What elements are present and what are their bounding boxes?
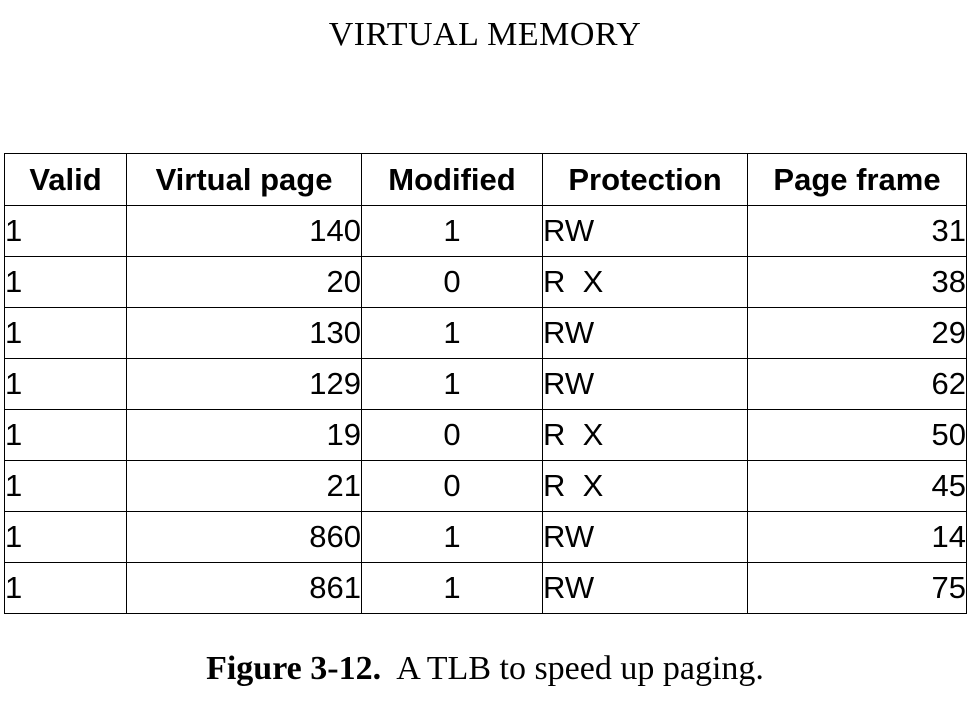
- cell-virtual-page: 861: [126, 562, 362, 614]
- header-protection: Protection: [542, 153, 748, 206]
- cell-modified: 0: [361, 256, 543, 308]
- cell-virtual-page: 129: [126, 358, 362, 410]
- table-row: 1 20 0 R X 38: [4, 256, 967, 308]
- table-row: 1 140 1 RW 31: [4, 205, 967, 257]
- figure-caption-text: A TLB to speed up paging.: [396, 650, 764, 687]
- cell-valid: 1: [4, 256, 127, 308]
- cell-page-frame: 75: [747, 562, 967, 614]
- header-valid: Valid: [4, 153, 127, 206]
- cell-protection: R X: [542, 256, 748, 308]
- cell-protection: RW: [542, 358, 748, 410]
- cell-virtual-page: 140: [126, 205, 362, 257]
- running-head: VIRTUAL MEMORY: [328, 16, 642, 53]
- cell-protection: R X: [542, 409, 748, 461]
- cell-protection: R X: [542, 460, 748, 512]
- header-page-frame: Page frame: [747, 153, 967, 206]
- cell-protection: RW: [542, 562, 748, 614]
- header-modified: Modified: [361, 153, 543, 206]
- cell-page-frame: 31: [747, 205, 967, 257]
- cell-modified: 0: [361, 409, 543, 461]
- cell-modified: 1: [361, 562, 543, 614]
- cell-page-frame: 50: [747, 409, 967, 461]
- cell-virtual-page: 20: [126, 256, 362, 308]
- cell-page-frame: 38: [747, 256, 967, 308]
- tlb-table: Valid Virtual page Modified Protection P…: [4, 153, 967, 614]
- cell-page-frame: 62: [747, 358, 967, 410]
- table-row: 1 130 1 RW 29: [4, 307, 967, 359]
- cell-valid: 1: [4, 205, 127, 257]
- cell-page-frame: 29: [747, 307, 967, 359]
- cell-modified: 1: [361, 307, 543, 359]
- cell-virtual-page: 130: [126, 307, 362, 359]
- cell-protection: RW: [542, 511, 748, 563]
- cell-modified: 1: [361, 358, 543, 410]
- cell-valid: 1: [4, 460, 127, 512]
- cell-modified: 1: [361, 205, 543, 257]
- table-row: 1 860 1 RW 14: [4, 511, 967, 563]
- cell-valid: 1: [4, 358, 127, 410]
- cell-modified: 1: [361, 511, 543, 563]
- cell-valid: 1: [4, 511, 127, 563]
- cell-virtual-page: 21: [126, 460, 362, 512]
- cell-page-frame: 45: [747, 460, 967, 512]
- cell-page-frame: 14: [747, 511, 967, 563]
- cell-protection: RW: [542, 205, 748, 257]
- cell-modified: 0: [361, 460, 543, 512]
- cell-virtual-page: 860: [126, 511, 362, 563]
- table-row: 1 19 0 R X 50: [4, 409, 967, 461]
- table-header-row: Valid Virtual page Modified Protection P…: [4, 153, 967, 206]
- figure-caption: Figure 3-12. A TLB to speed up paging.: [0, 650, 970, 688]
- cell-valid: 1: [4, 409, 127, 461]
- table-row: 1 861 1 RW 75: [4, 562, 967, 614]
- cell-protection: RW: [542, 307, 748, 359]
- cell-valid: 1: [4, 562, 127, 614]
- table-row: 1 129 1 RW 62: [4, 358, 967, 410]
- header-virtual-page: Virtual page: [126, 153, 362, 206]
- cell-virtual-page: 19: [126, 409, 362, 461]
- cell-valid: 1: [4, 307, 127, 359]
- table-row: 1 21 0 R X 45: [4, 460, 967, 512]
- figure-label: Figure 3-12.: [206, 650, 382, 687]
